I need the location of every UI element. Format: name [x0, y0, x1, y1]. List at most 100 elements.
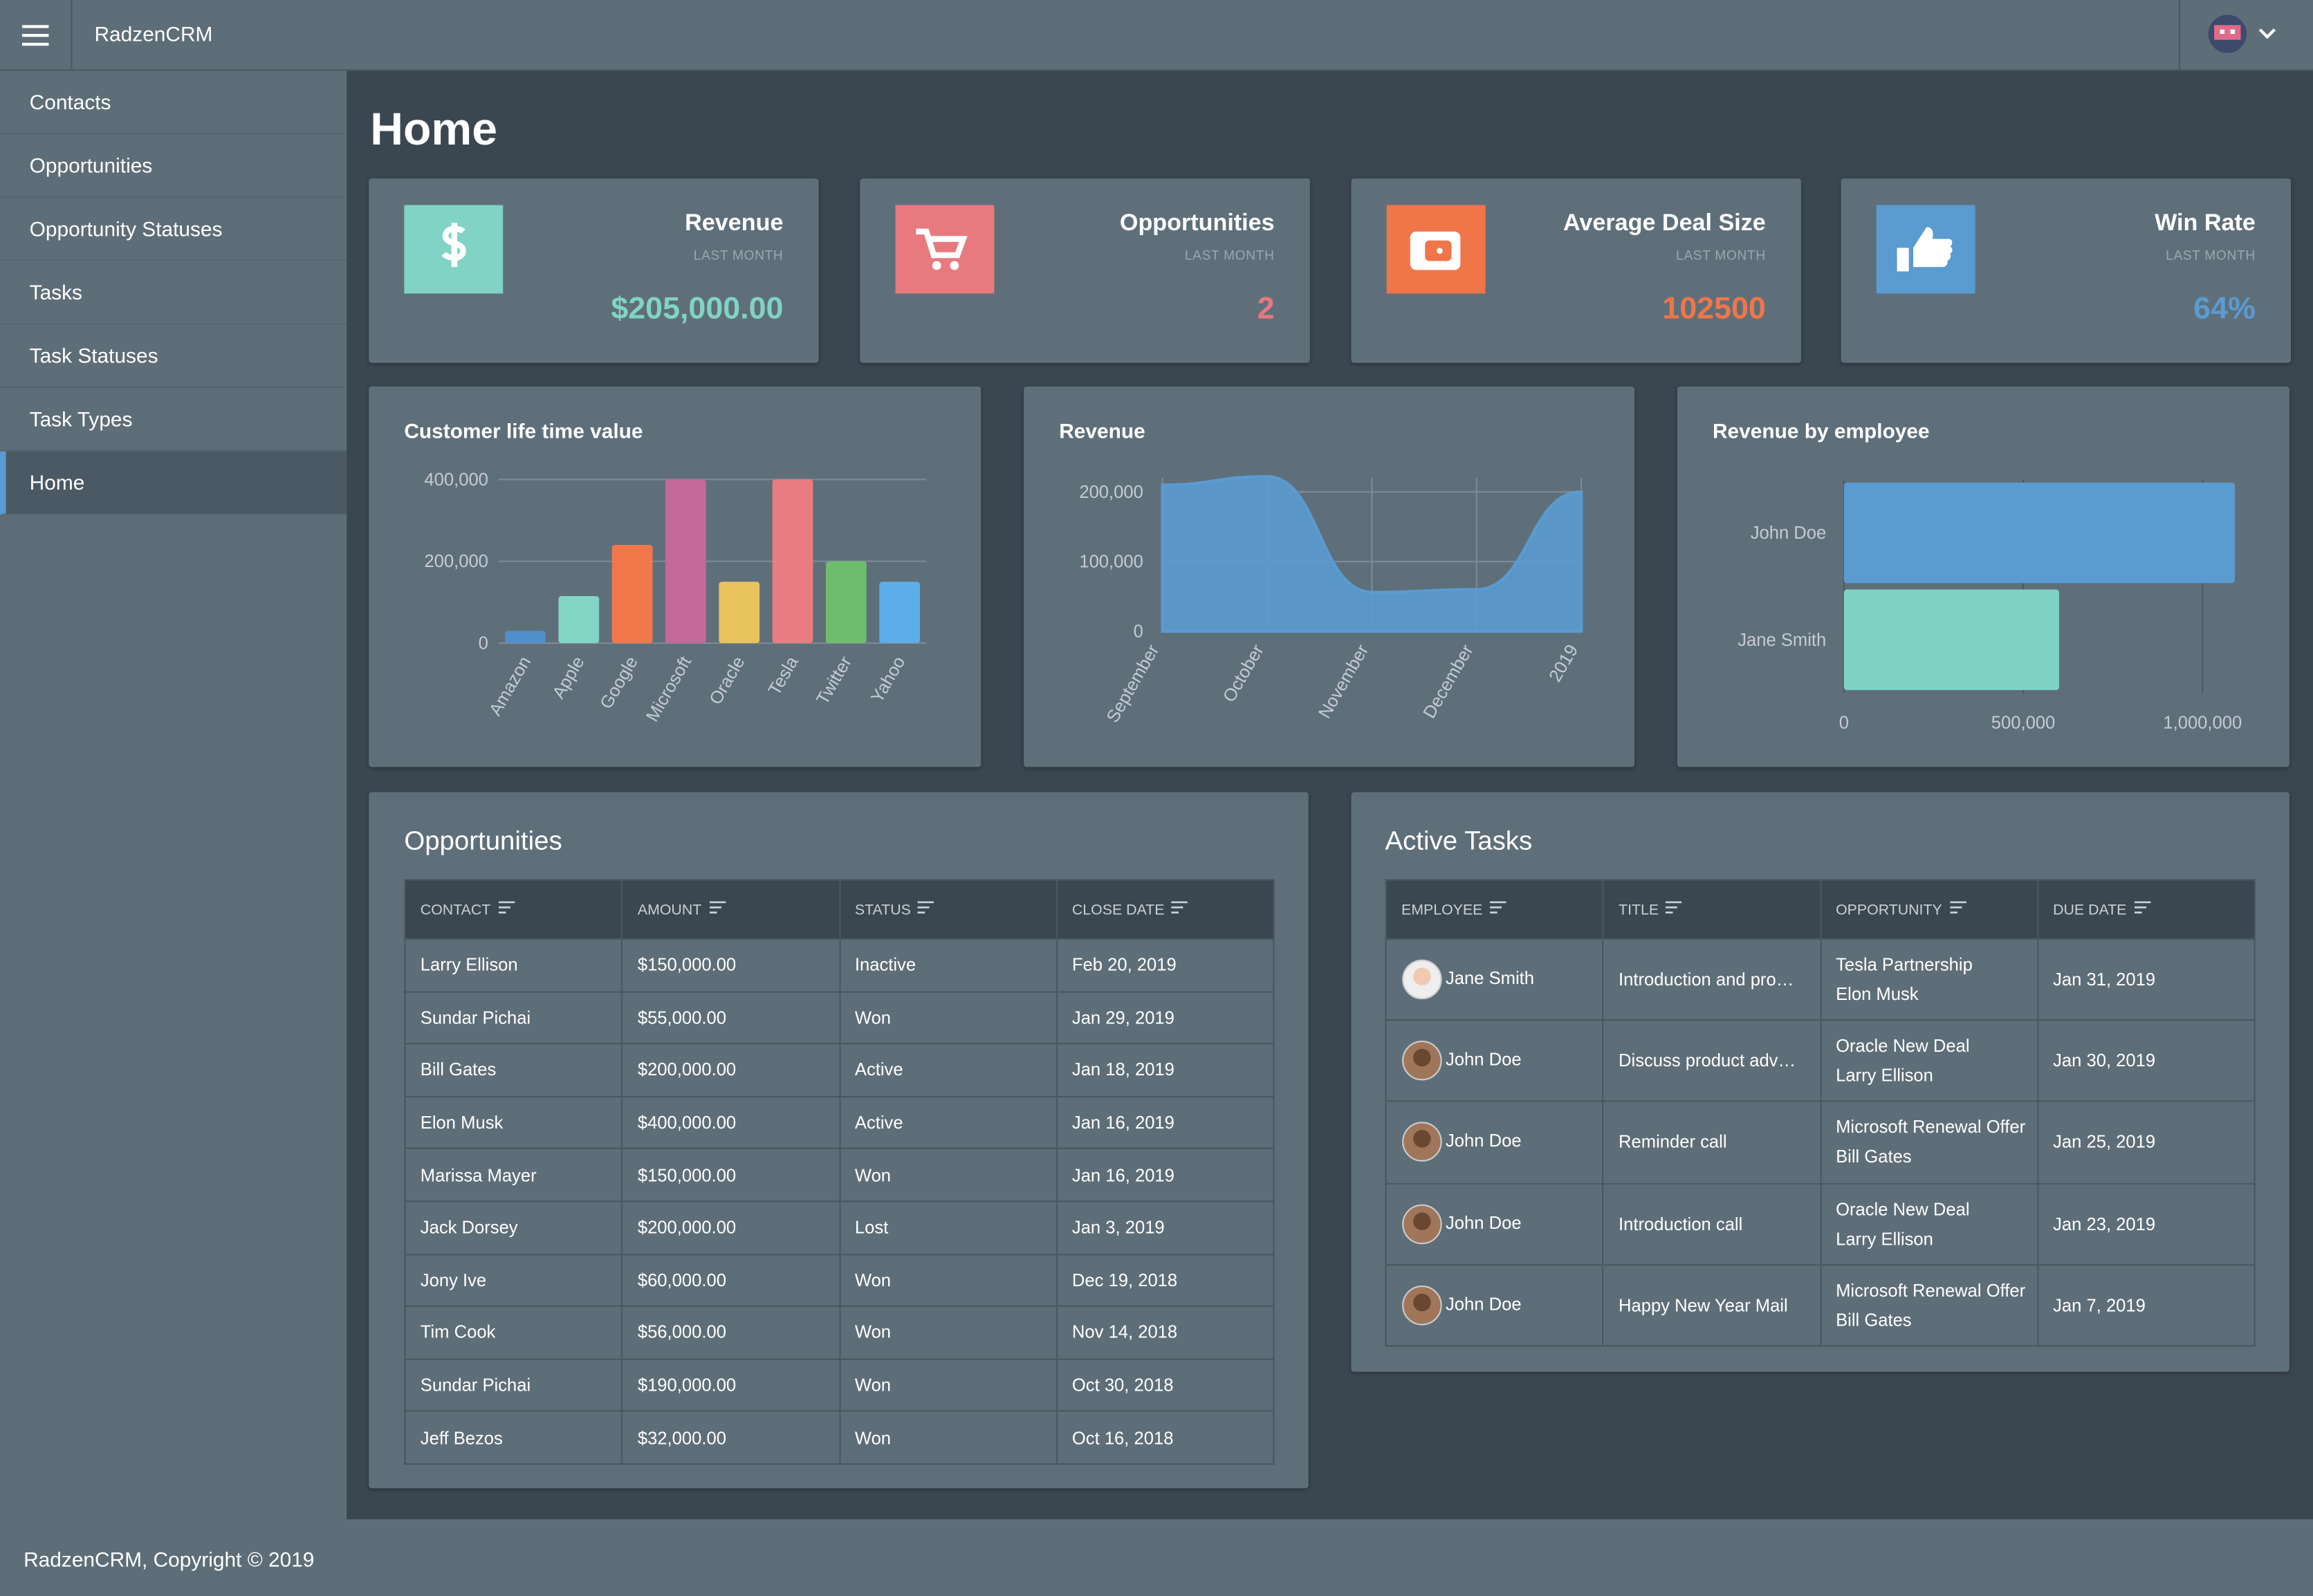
divider: [2178, 0, 2181, 70]
column-header[interactable]: AMOUNT: [621, 879, 840, 940]
cell-text: Active: [854, 1112, 903, 1133]
task-title: Introduction call: [1619, 1213, 1743, 1234]
user-avatar[interactable]: [2206, 13, 2280, 57]
column-header[interactable]: CONTACT: [404, 879, 623, 940]
cell-text: $56,000.00: [637, 1322, 726, 1344]
cell-text: Won: [854, 1322, 892, 1344]
column-header[interactable]: STATUS: [838, 879, 1058, 940]
employee: John Doe: [1445, 1131, 1522, 1152]
table-row: Elon Musk $400,000.00 Active Jan 16, 2019: [404, 1095, 1275, 1150]
header-text: CLOSE DATE: [1071, 902, 1165, 918]
x-tick-label: Tesla: [765, 653, 802, 698]
stat-card: Revenue LAST MONTH $205,000.00: [369, 178, 819, 363]
table-cell: Elon Musk: [404, 1095, 623, 1150]
x-tick-label: September: [1103, 641, 1163, 726]
table-cell: Inactive: [838, 938, 1058, 992]
bar: [719, 582, 760, 644]
card-subtitle: LAST MONTH: [2166, 248, 2256, 263]
column-header[interactable]: EMPLOYEE: [1385, 879, 1604, 940]
menu-icon[interactable]: [21, 24, 52, 47]
table-cell: Oracle New Deal Larry Ellison: [1819, 1019, 2038, 1103]
task-title: Introduction and pro…: [1619, 969, 1794, 990]
table-row: Bill Gates $200,000.00 Active Jan 18, 2019: [404, 1043, 1275, 1097]
cell-text: Tim Cook: [420, 1322, 496, 1344]
due-date: Jan 23, 2019: [2053, 1213, 2156, 1234]
column-header[interactable]: TITLE: [1602, 879, 1821, 940]
column-header[interactable]: OPPORTUNITY: [1819, 879, 2038, 940]
cell-text: $60,000.00: [637, 1270, 726, 1291]
nav-item[interactable]: Opportunities: [0, 134, 347, 198]
table-cell: Dec 19, 2018: [1056, 1253, 1275, 1308]
card-value: $205,000.00: [611, 292, 784, 326]
card-icon: [1386, 205, 1486, 294]
table-cell: Jan 16, 2019: [1056, 1148, 1275, 1203]
x-tick-label: Microsoft: [643, 653, 695, 725]
column-header[interactable]: DUE DATE: [2036, 879, 2256, 940]
y-tick-label: 200,000: [424, 552, 488, 571]
cell-text: Sundar Pichai: [420, 1375, 531, 1396]
column-header[interactable]: CLOSE DATE: [1056, 879, 1275, 940]
x-tick-label: Apple: [549, 653, 589, 703]
table-cell: $55,000.00: [621, 990, 840, 1045]
table-cell: $60,000.00: [621, 1253, 840, 1308]
stat-card: Opportunities LAST MONTH 2: [860, 178, 1310, 363]
filter-icon[interactable]: [1666, 900, 1684, 913]
table-cell: Discuss product adv…: [1602, 1019, 1821, 1103]
table-row: Jack Dorsey $200,000.00 Lost Jan 3, 2019: [404, 1200, 1275, 1255]
filter-icon[interactable]: [1949, 900, 1967, 913]
topbar: RadzenCRM: [0, 0, 2313, 71]
nav-item[interactable]: Task Statuses: [0, 324, 347, 389]
table-cell: Introduction call: [1602, 1182, 1821, 1265]
table-cell: John Doe: [1385, 1101, 1604, 1184]
bar: [505, 631, 546, 644]
table-row: Sundar Pichai $190,000.00 Won Oct 30, 2018: [404, 1358, 1275, 1413]
table-cell: Won: [838, 1358, 1058, 1413]
table-cell: John Doe: [1385, 1263, 1604, 1347]
task-title: Discuss product adv…: [1619, 1050, 1796, 1072]
opportunity-contact: Bill Gates: [1836, 1147, 1912, 1168]
table-cell: Won: [838, 990, 1058, 1045]
table-row: Jeff Bezos $32,000.00 Won Oct 16, 2018: [404, 1410, 1275, 1465]
filter-icon[interactable]: [1172, 900, 1190, 913]
table-cell: Jan 3, 2019: [1056, 1200, 1275, 1255]
filter-icon[interactable]: [497, 900, 516, 913]
x-tick-label: Oracle: [706, 653, 749, 708]
table-cell: Active: [838, 1095, 1058, 1150]
task-title: Happy New Year Mail: [1619, 1295, 1788, 1316]
cell-text: Sundar Pichai: [420, 1007, 531, 1028]
filter-icon[interactable]: [2134, 900, 2152, 913]
avatar: [1402, 959, 1442, 1000]
nav-item[interactable]: Tasks: [0, 261, 347, 325]
card-title: Win Rate: [2155, 211, 2256, 236]
x-tick-label: 0: [1839, 714, 1849, 733]
cell-text: Larry Ellison: [420, 954, 518, 976]
x-tick-label: October: [1219, 641, 1268, 705]
nav-item[interactable]: Contacts: [0, 71, 347, 135]
avatar: [1402, 1041, 1442, 1082]
header-row: CONTACT AMOUNT STATUS CLOSE DATE: [404, 879, 1275, 940]
table-row: John Doe Happy New Year Mail Microsoft Ren…: [1385, 1263, 2256, 1347]
cell-text: $32,000.00: [637, 1427, 726, 1448]
table-cell: $190,000.00: [621, 1358, 840, 1413]
nav-item[interactable]: Task Types: [0, 388, 347, 452]
cell-text: Elon Musk: [420, 1112, 504, 1133]
bar: [825, 561, 867, 644]
task-title: Reminder call: [1619, 1132, 1727, 1153]
nav-item[interactable]: Home: [0, 451, 347, 515]
table-row: Marissa Mayer $150,000.00 Won Jan 16, 2019: [404, 1148, 1275, 1203]
nav-item[interactable]: Opportunity Statuses: [0, 198, 347, 261]
cell-text: Inactive: [854, 954, 916, 976]
filter-icon[interactable]: [1490, 900, 1508, 913]
cell-text: $200,000.00: [637, 1217, 737, 1238]
table-row: Larry Ellison $150,000.00 Inactive Feb 20, …: [404, 938, 1275, 992]
table-row: Sundar Pichai $55,000.00 Won Jan 29, 2019: [404, 990, 1275, 1045]
due-date: Jan 30, 2019: [2053, 1050, 2156, 1072]
filter-icon[interactable]: [918, 900, 937, 913]
brand: RadzenCRM: [94, 21, 213, 46]
filter-icon[interactable]: [708, 900, 727, 913]
table-cell: Jan 30, 2019: [2036, 1019, 2256, 1103]
stat-card: Win Rate LAST MONTH 64%: [1841, 178, 2292, 363]
table-cell: Jan 16, 2019: [1056, 1095, 1275, 1150]
